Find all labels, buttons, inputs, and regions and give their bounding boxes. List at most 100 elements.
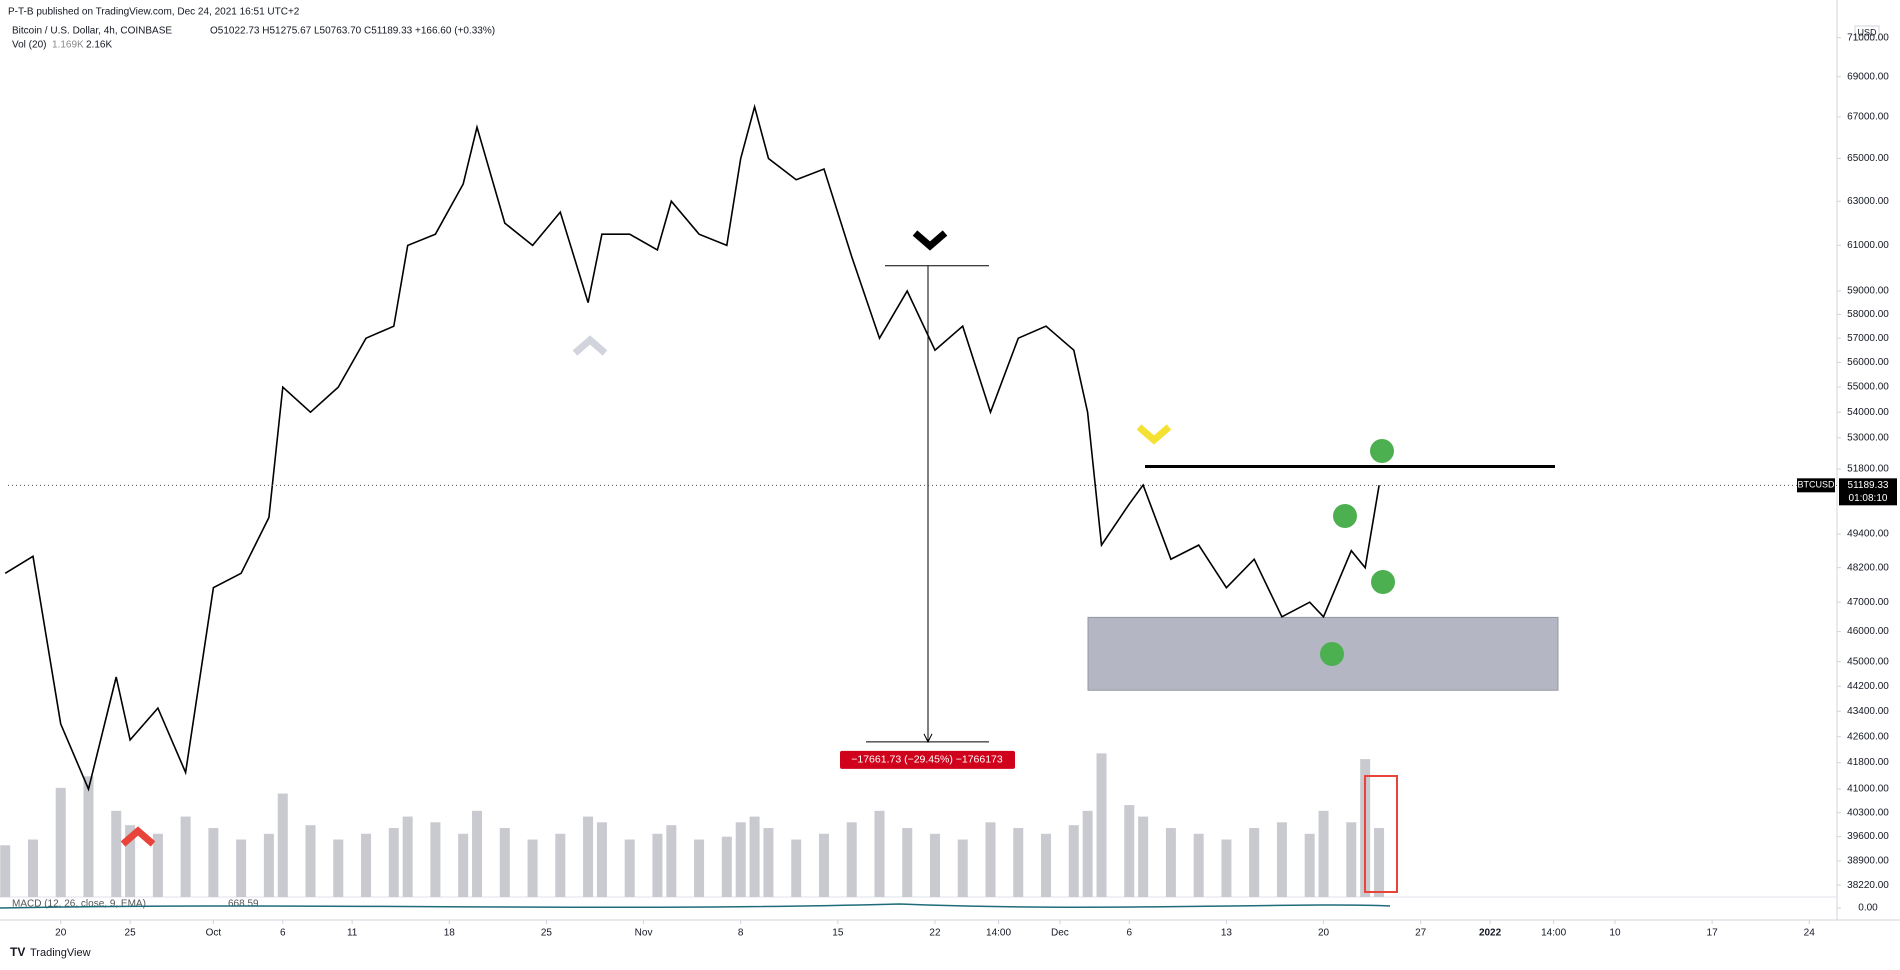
volume-bar <box>1096 753 1107 897</box>
x-tick-label: Dec <box>1051 928 1069 939</box>
volume-bar <box>333 839 344 897</box>
volume-bar <box>1082 810 1093 897</box>
y-tick-label: 65000.00 <box>1847 153 1889 164</box>
symbol-title: Bitcoin / U.S. Dollar, 4h, COINBASE <box>12 26 172 37</box>
volume-bar <box>1318 810 1329 897</box>
volume-bar <box>236 839 247 897</box>
y-tick-label: 43400.00 <box>1847 706 1889 717</box>
x-tick-label: 6 <box>1126 928 1132 939</box>
price-tag-value: 51189.33 <box>1848 480 1889 491</box>
price-line <box>4 103 1380 792</box>
volume-bar <box>694 839 705 897</box>
chevron-up <box>572 335 608 356</box>
y-tick-label: 48200.00 <box>1847 562 1889 573</box>
currency[interactable]: USD <box>1857 27 1877 37</box>
volume-bar <box>1138 816 1149 897</box>
volume-bar <box>430 822 441 897</box>
y2-tick-label: 0.00 <box>1858 903 1878 914</box>
measure-arrowhead <box>923 733 933 743</box>
y-tick-label: 71000.00 <box>1847 32 1889 43</box>
x-tick-label: 20 <box>1318 928 1330 939</box>
x-tick-label: Nov <box>635 928 653 939</box>
volume-bar <box>1221 839 1232 897</box>
volume-bar <box>1249 828 1260 897</box>
volume-bar <box>957 839 968 897</box>
y-tick-label: 45000.00 <box>1847 656 1889 667</box>
volume-bar <box>458 833 469 897</box>
volume-bar <box>596 822 607 897</box>
volume-bar <box>818 833 829 897</box>
macd-line <box>0 903 1391 909</box>
x-tick-label: 25 <box>125 928 137 939</box>
volume-bar <box>125 825 136 897</box>
volume-bar <box>555 833 566 897</box>
x-tick-label: 25 <box>541 928 553 939</box>
volume-bar <box>1304 833 1315 897</box>
y-tick-label: 42600.00 <box>1847 731 1889 742</box>
y-tick-label: 69000.00 <box>1847 71 1889 82</box>
y-tick-label: 44200.00 <box>1847 681 1889 692</box>
volume-bar <box>652 833 663 897</box>
x-tick-label: Oct <box>206 928 222 939</box>
x-tick-label: 11 <box>347 928 358 939</box>
volume-bar <box>208 828 219 897</box>
x-tick-label: 27 <box>1415 928 1427 939</box>
currency-box[interactable] <box>1854 25 1880 41</box>
brand-logo: TV <box>10 945 25 959</box>
volume-bar <box>929 833 940 897</box>
volume-bar <box>472 810 483 897</box>
volume-bar <box>27 839 38 897</box>
symbol-tag-text: BTCUSD <box>1797 480 1835 490</box>
volume-bar <box>874 810 885 897</box>
y-tick-label: 55000.00 <box>1847 382 1889 393</box>
ohlc: O51022.73 H51275.67 L50763.70 C51189.33 … <box>210 26 495 37</box>
x-tick-label: 24 <box>1804 928 1816 939</box>
y-tick-label: 49400.00 <box>1847 529 1889 540</box>
volume-bar <box>666 825 677 897</box>
macd-value: 668.59 <box>228 899 259 910</box>
volume-bar <box>735 822 746 897</box>
volume-bar <box>55 787 66 897</box>
volume-bar <box>263 833 274 897</box>
x-tick-label: 10 <box>1609 928 1621 939</box>
volume-label: Vol (20) <box>12 40 46 51</box>
volume-bar <box>721 836 732 897</box>
y-tick-label: 38220.00 <box>1847 880 1889 891</box>
volume-bar <box>402 816 413 897</box>
y-tick-label: 57000.00 <box>1847 333 1889 344</box>
marker-dot <box>1370 439 1394 463</box>
y-tick-label: 58000.00 <box>1847 309 1889 320</box>
brand: TradingView <box>30 947 91 959</box>
y-tick-label: 56000.00 <box>1847 357 1889 368</box>
x-tick-label: 2022 <box>1479 928 1502 939</box>
volume-bar <box>0 845 11 897</box>
volume-bar <box>499 828 510 897</box>
volume-bar <box>1041 833 1052 897</box>
volume-bar <box>152 833 163 897</box>
volume-bar <box>111 810 122 897</box>
volume-bar <box>1165 828 1176 897</box>
y-tick-label: 53000.00 <box>1847 432 1889 443</box>
marker-dot <box>1333 504 1357 528</box>
highlight-box <box>1364 775 1398 893</box>
volume-bar <box>902 828 913 897</box>
y-tick-label: 61000.00 <box>1847 240 1889 251</box>
y-tick-label: 38900.00 <box>1847 856 1889 867</box>
chevron-down <box>912 230 948 251</box>
x-tick-label: 14:00 <box>1541 928 1566 939</box>
x-tick-label: 6 <box>280 928 286 939</box>
x-tick-label: 17 <box>1707 928 1719 939</box>
volume-bar <box>1068 825 1079 897</box>
x-tick-label: 18 <box>444 928 456 939</box>
volume-bar <box>749 816 760 897</box>
volume-bar <box>763 828 774 897</box>
publisher: P-T-B published on TradingView.com, Dec … <box>8 7 300 18</box>
price-tag-countdown: 01:08:10 <box>1849 493 1888 504</box>
volume-bar <box>846 822 857 897</box>
volume-bar <box>1193 833 1204 897</box>
price-tag <box>1839 478 1897 506</box>
volume-bar <box>277 793 288 897</box>
measure-label: −17661.73 (−29.45%) −1766173 <box>851 754 1003 766</box>
